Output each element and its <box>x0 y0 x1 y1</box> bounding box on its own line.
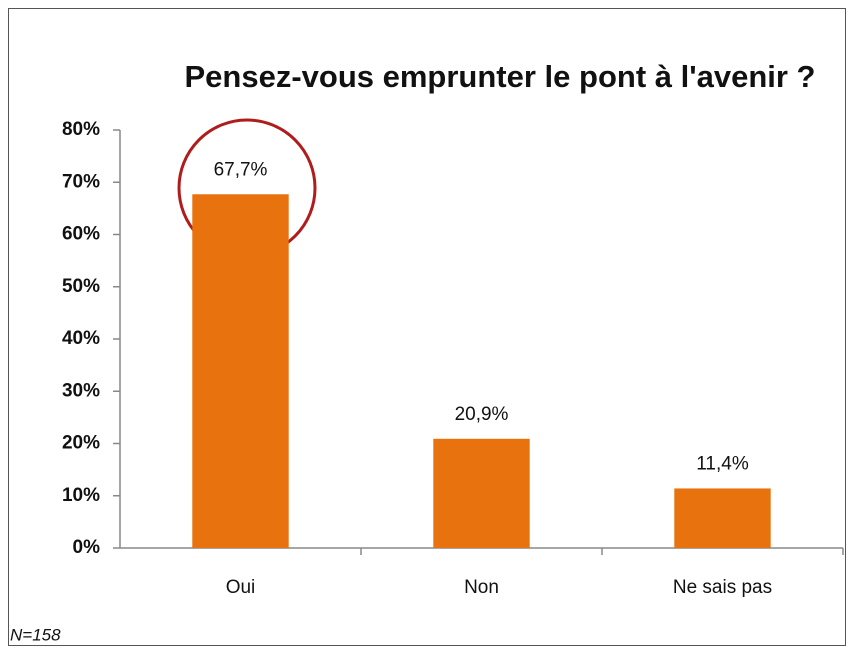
y-tick-label: 30% <box>62 380 100 401</box>
bar <box>433 438 530 548</box>
y-tick-label: 20% <box>62 433 100 454</box>
data-label: 11,4% <box>696 453 749 474</box>
y-tick-label: 80% <box>62 119 100 140</box>
frame <box>8 8 846 646</box>
y-tick-label: 50% <box>62 276 100 297</box>
bar <box>192 194 289 548</box>
y-tick-label: 60% <box>62 224 100 245</box>
bar <box>674 488 771 548</box>
x-tick-label: Oui <box>226 577 256 598</box>
y-tick-label: 70% <box>62 171 100 192</box>
x-tick-label: Non <box>464 577 499 598</box>
y-tick-label: 10% <box>62 485 100 506</box>
x-tick-label: Ne sais pas <box>673 577 772 598</box>
y-tick-label: 40% <box>62 328 100 349</box>
data-label: 67,7% <box>214 159 268 180</box>
annotation: N=158 <box>10 625 61 644</box>
chart-title: Pensez-vous emprunter le pont à l'avenir… <box>184 59 816 94</box>
y-tick-label: 0% <box>73 537 101 558</box>
data-label: 20,9% <box>455 404 509 425</box>
